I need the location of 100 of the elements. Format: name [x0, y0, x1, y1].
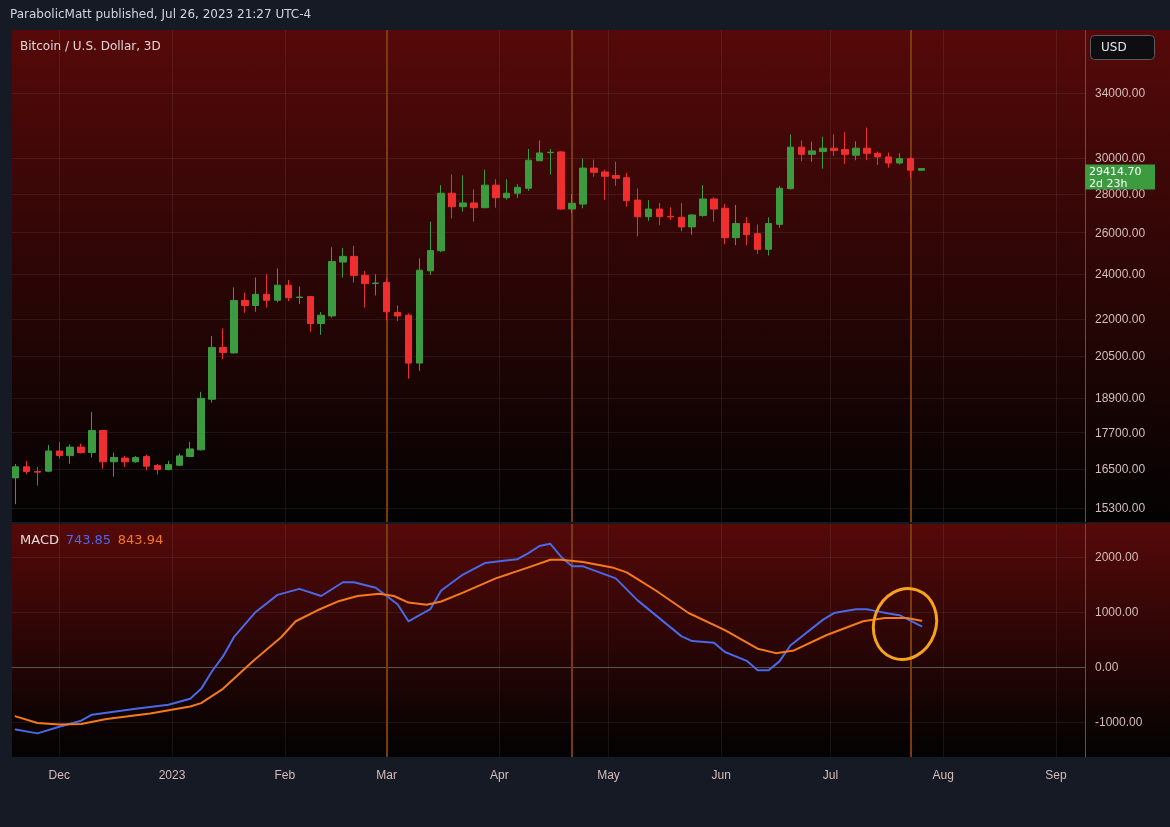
candlestick: [307, 295, 314, 333]
candlestick: [132, 455, 139, 464]
x-tick-label: Jun: [711, 768, 731, 782]
candlestick: [612, 161, 620, 187]
candlestick: [56, 441, 63, 460]
candlestick: [208, 335, 216, 404]
candlestick: [863, 127, 871, 161]
candlestick: [12, 463, 19, 505]
x-tick-label: Mar: [376, 768, 397, 782]
candlestick: [350, 245, 358, 284]
candlestick: [590, 159, 598, 178]
candlestick: [437, 184, 445, 253]
candlestick: [688, 213, 696, 236]
candlestick: [874, 151, 881, 166]
y-tick-label: 26000.00: [1095, 225, 1146, 240]
annotation: 743.85: [65, 532, 112, 547]
candlestick: [448, 173, 456, 219]
candlestick: [918, 167, 925, 171]
candlestick: [197, 391, 205, 451]
y-tick-label: 16500.00: [1095, 461, 1146, 476]
candlestick: [459, 174, 467, 213]
x-tick-label: Sep: [1045, 768, 1067, 782]
candlestick: [667, 206, 674, 221]
candlestick: [296, 286, 303, 305]
y-tick-label: 0.00: [1095, 659, 1119, 674]
candlestick: [252, 277, 259, 313]
candlestick: [328, 246, 336, 319]
candlestick: [852, 140, 860, 161]
candlestick: [841, 131, 849, 165]
candlestick: [514, 183, 521, 199]
candlestick: [623, 172, 630, 208]
candlestick: [492, 178, 500, 209]
candlestick: [66, 443, 74, 465]
candlestick: [143, 454, 150, 471]
candlestick: [885, 152, 892, 169]
candlestick: [699, 184, 707, 218]
y-tick-label: 20500.00: [1095, 349, 1146, 364]
candlestick: [808, 141, 816, 163]
candlestick: [427, 221, 434, 276]
candlestick: [230, 286, 238, 355]
candlestick: [678, 202, 685, 232]
y-tick-label: 34000.00: [1095, 86, 1146, 101]
candlestick: [765, 216, 772, 257]
y-tick-label: -1000.00: [1095, 714, 1143, 729]
candlestick: [732, 204, 740, 246]
y-tick-label: 2000.00: [1095, 549, 1139, 564]
x-tick-label: 2023: [158, 768, 186, 782]
candlestick: [241, 292, 249, 314]
candlestick: [721, 203, 729, 245]
candlestick: [77, 443, 85, 454]
candlestick: [710, 196, 718, 223]
candlestick: [154, 463, 161, 475]
candlestick: [361, 270, 369, 309]
x-tick-label: Feb: [274, 768, 296, 782]
candlestick: [45, 444, 52, 473]
candlestick: [481, 169, 489, 209]
candlestick: [405, 312, 412, 380]
candlestick: [579, 158, 587, 209]
candlestick: [601, 169, 609, 201]
text: MACD: [20, 532, 59, 547]
x-tick-label: May: [597, 768, 620, 782]
y-tick-label: 22000.00: [1095, 312, 1146, 327]
candlestick: [372, 273, 379, 296]
y-tick-label: 17700.00: [1095, 425, 1146, 440]
candlestick: [263, 273, 270, 309]
candlestick: [317, 311, 325, 336]
candlestick: [99, 429, 107, 470]
y-tick-label: 1000.00: [1095, 604, 1139, 619]
candlestick: [34, 466, 41, 487]
candlestick: [634, 187, 641, 237]
candlestick: [503, 178, 510, 201]
candlestick: [274, 267, 281, 303]
y-tick-label: 15300.00: [1095, 501, 1146, 516]
candlestick: [416, 257, 423, 372]
y-tick-label: 30000.00: [1095, 151, 1146, 166]
annotation: 843.94: [117, 532, 164, 547]
candlestick: [470, 188, 478, 223]
candlestick: [536, 139, 543, 162]
candlestick: [219, 328, 227, 360]
candlestick: [787, 133, 794, 191]
x-tick-label: Apr: [490, 768, 509, 782]
candlestick: [547, 148, 554, 175]
candlestick: [394, 305, 401, 322]
candlestick: [645, 199, 652, 222]
candlestick: [798, 139, 805, 162]
chart-subtitle: ParabolicMatt published, Jul 26, 2023 21:27 UTC-4: [10, 7, 312, 21]
candlestick: [110, 452, 118, 478]
candlestick: [88, 411, 96, 458]
candlestick: [776, 185, 783, 229]
candlestick: [186, 441, 194, 458]
y-tick-label: 24000.00: [1095, 267, 1146, 282]
candlestick: [23, 460, 30, 475]
candlestick: [907, 156, 914, 179]
candlestick: [557, 150, 565, 211]
y-tick-label: 18900.00: [1095, 391, 1146, 406]
candlestick: [754, 224, 761, 255]
x-tick-label: Dec: [48, 768, 70, 782]
text: 29414.70: [1089, 165, 1142, 179]
candlestick: [743, 216, 750, 246]
candlestick: [819, 136, 827, 170]
